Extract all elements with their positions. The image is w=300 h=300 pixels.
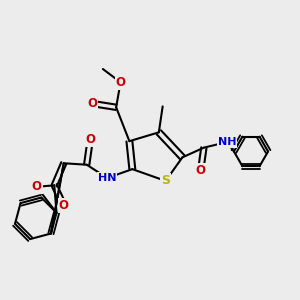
Text: O: O bbox=[59, 199, 69, 212]
Text: O: O bbox=[196, 164, 206, 177]
Text: NH: NH bbox=[218, 137, 236, 147]
Text: O: O bbox=[32, 180, 42, 193]
Text: O: O bbox=[87, 97, 97, 110]
Text: O: O bbox=[116, 76, 126, 89]
Text: O: O bbox=[85, 133, 95, 146]
Text: S: S bbox=[161, 174, 170, 188]
Text: HN: HN bbox=[98, 173, 117, 183]
